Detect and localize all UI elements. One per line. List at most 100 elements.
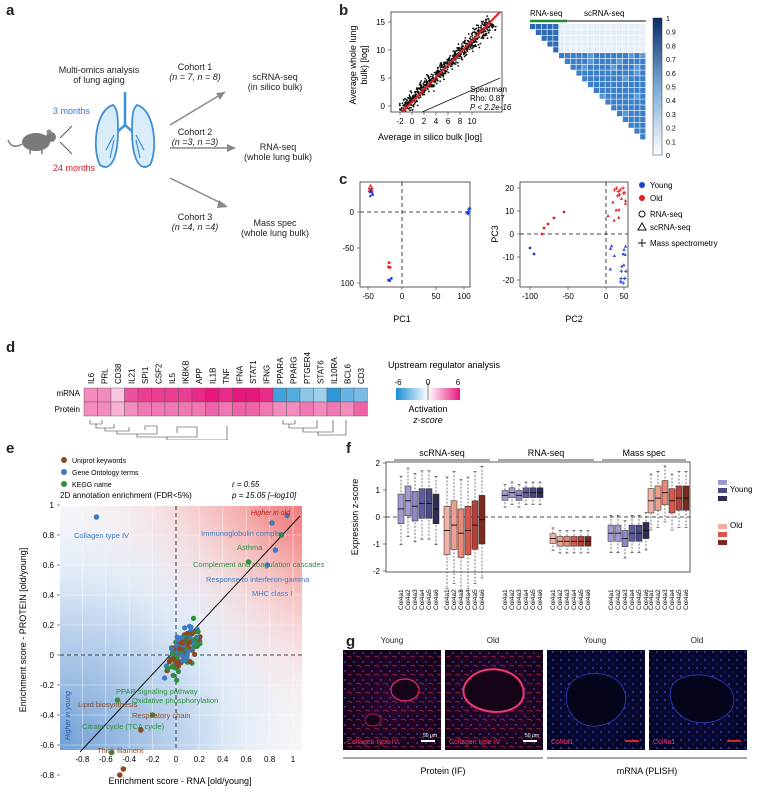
f-gene-label: Col4a2 — [509, 589, 516, 610]
b-heat-cell — [622, 53, 628, 59]
b-y-tick: 5 — [381, 74, 386, 83]
e-annotation: PPAR signaling pathway — [116, 687, 198, 696]
b-point — [481, 23, 484, 25]
b-point — [436, 72, 439, 75]
b-point — [463, 55, 466, 58]
b-heat-cell — [611, 24, 617, 30]
d-gene-label: SPI1 — [141, 366, 150, 384]
f-gene-label: Col4a1 — [608, 589, 615, 610]
b-heat-cell — [634, 58, 640, 64]
b-heat-label-right: scRNA-seq — [584, 9, 624, 18]
f-gene-label: Col4a2 — [451, 589, 458, 610]
pca-point — [368, 183, 373, 187]
b-point — [419, 81, 422, 84]
b-point — [447, 66, 450, 69]
d-cell-mrna — [299, 387, 314, 403]
b-heat-cell — [628, 122, 634, 128]
b-point — [479, 42, 482, 45]
d-cell-protein — [326, 401, 341, 417]
b-heat-cell — [634, 128, 640, 134]
pca-point — [552, 216, 556, 220]
b-point — [486, 37, 489, 39]
pca-point — [622, 191, 627, 195]
b-point — [412, 105, 415, 108]
b-point — [420, 89, 423, 91]
b-point — [487, 18, 490, 20]
b-heat-cell — [617, 41, 623, 47]
b-point — [490, 36, 493, 39]
b-heat-cell — [541, 29, 547, 35]
b-point — [439, 80, 442, 83]
b-heat-cell — [634, 99, 640, 105]
b-heat-cell — [582, 64, 588, 70]
g-label-2: Col4a1 — [551, 739, 573, 746]
pca-point — [615, 193, 620, 198]
a-title: Multi-omics analysis of lung aging — [44, 65, 154, 85]
b-point — [434, 81, 436, 84]
b-heat-cell — [611, 99, 617, 105]
b-point — [482, 24, 485, 27]
b-x-tick: 0 — [410, 117, 415, 126]
d-cell-protein — [218, 401, 233, 417]
cohort-2-name: Cohort 2 — [177, 127, 213, 137]
e-point — [174, 677, 180, 683]
c-left-x-tick: 0 — [400, 292, 405, 301]
f-gene-label: Col4a1 — [502, 589, 509, 610]
pca-point — [389, 276, 393, 280]
b-heat-cell — [541, 35, 547, 41]
d-gene-label: CD3 — [357, 367, 366, 384]
b-heat-cell — [605, 24, 611, 30]
b-heat-cell — [605, 93, 611, 99]
b-point — [475, 37, 478, 40]
b-point — [480, 26, 482, 29]
f-boxplots — [397, 465, 690, 592]
b-heat-cell — [593, 24, 599, 30]
b-heat-cell — [634, 105, 640, 111]
method-3: Mass spec (whole lung bulk) — [235, 218, 315, 238]
b-point — [445, 62, 448, 64]
method-1: scRNA-seq (in silico bulk) — [235, 72, 315, 92]
b-heat-cell — [576, 58, 582, 64]
b-heat-cell — [640, 53, 646, 59]
legend-old-dot — [639, 195, 645, 201]
b-heat-cell — [622, 93, 628, 99]
b-point — [418, 97, 420, 100]
e-point — [138, 727, 144, 733]
d-gene-label: STAT6 — [316, 360, 325, 384]
f-gene-label: Col4a2 — [557, 589, 564, 610]
f-gene-label: Col4a1 — [648, 589, 655, 610]
d-cell-protein — [245, 401, 260, 417]
b-heat-cell — [564, 53, 570, 59]
panel-label-e: e — [6, 440, 15, 457]
b-heat-cell — [599, 24, 605, 30]
b-point — [425, 74, 428, 76]
c-right-x-tick: -100 — [522, 292, 539, 301]
g-scale-0: 50 μm — [423, 733, 437, 739]
b-point — [460, 47, 463, 49]
b-heat-cell — [640, 116, 646, 122]
e-legend-1: Gene Ontology terms — [72, 470, 139, 477]
b-heat-cell — [617, 58, 623, 64]
b-heat-cell — [535, 29, 541, 35]
b-point — [472, 27, 474, 30]
pca-point — [466, 211, 471, 216]
f-y-tick: -2 — [373, 567, 381, 576]
e-x-tick: 0.8 — [264, 755, 276, 764]
b-heat-cell — [640, 82, 646, 88]
b-point — [464, 54, 467, 57]
pca-point — [542, 226, 546, 230]
b-heat-cell — [634, 87, 640, 93]
b-heat-cell — [582, 24, 588, 30]
b-point — [412, 95, 414, 98]
c-right-y-tick: 10 — [505, 207, 514, 216]
e-point — [117, 772, 123, 778]
pca-point — [623, 252, 627, 256]
b-heat-cell — [576, 64, 582, 70]
b-point — [475, 27, 477, 30]
e-y-tick: 1 — [50, 501, 55, 510]
e-point — [195, 629, 201, 635]
b-point — [444, 72, 446, 75]
g-image-old-protein — [445, 650, 543, 750]
b-point — [446, 59, 449, 61]
b-heat-cell — [628, 29, 634, 35]
